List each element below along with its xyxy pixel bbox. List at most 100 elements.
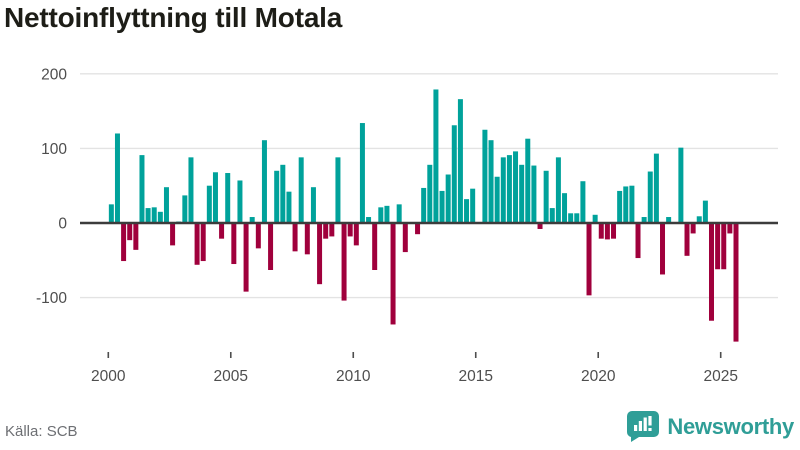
bar-2011-Q4 [396,204,402,223]
bar-2017-Q4 [543,170,549,223]
bar-2017-Q2 [531,165,537,223]
bar-2000-Q1 [108,204,114,223]
bar-2002-Q2 [163,187,169,223]
bar-2000-Q2 [114,133,120,223]
bar-2016-Q4 [519,164,525,223]
bar-2005-Q2 [237,180,243,223]
bar-2003-Q1 [182,195,188,223]
bar-2020-Q2 [604,223,610,240]
bar-2006-Q1 [255,223,261,249]
bar-2006-Q3 [268,223,274,270]
source-label: Källa: SCB [5,423,78,440]
bar-2018-Q2 [555,157,561,223]
bar-2025-Q2 [727,223,733,234]
bar-2015-Q3 [488,140,494,223]
bar-2013-Q1 [427,164,433,223]
bar-2001-Q2 [139,155,145,223]
bar-2021-Q2 [629,185,635,223]
bar-2012-Q3 [415,223,421,235]
bar-2006-Q2 [261,140,267,223]
bar-2011-Q3 [390,223,396,325]
bar-2011-Q1 [378,207,384,223]
x-axis-label-2015: 2015 [458,368,492,385]
bar-2021-Q1 [623,186,629,223]
bar-2017-Q1 [525,138,531,223]
bar-2009-Q3 [341,223,347,301]
bar-2009-Q1 [329,223,335,237]
bar-2024-Q2 [702,200,708,223]
bar-2008-Q2 [310,187,316,223]
bar-2018-Q1 [549,208,555,223]
bar-2004-Q1 [206,185,212,223]
bar-2015-Q2 [482,129,488,223]
bar-2021-Q3 [635,223,641,259]
bar-2000-Q4 [127,223,133,241]
bar-2012-Q4 [421,187,427,223]
bar-2015-Q4 [494,176,500,223]
bar-2010-Q1 [353,223,359,246]
bar-2020-Q1 [598,223,604,239]
bar-2000-Q3 [121,223,127,262]
bar-2009-Q4 [347,223,353,237]
bar-2012-Q1 [402,223,408,253]
bar-2008-Q4 [323,223,329,239]
bar-2002-Q1 [157,211,163,223]
bar-2020-Q3 [611,223,617,239]
bar-2019-Q4 [592,214,598,223]
bar-2020-Q4 [617,190,623,223]
bar-2018-Q3 [562,193,568,223]
y-axis-label--100: -100 [36,290,67,307]
bar-2023-Q2 [678,147,684,223]
bar-2007-Q3 [292,223,298,252]
bar-2007-Q1 [280,164,286,223]
bar-2014-Q1 [451,125,457,223]
bar-2014-Q3 [464,199,470,223]
bar-2002-Q3 [170,223,176,246]
bar-2022-Q2 [653,153,659,223]
chart-title: Nettoinflyttning till Motala [4,2,343,33]
x-axis-label-2005: 2005 [214,368,248,385]
bar-2013-Q2 [433,89,439,223]
brand-logo: Newsworthy [627,411,794,442]
bar-2014-Q4 [470,188,476,223]
bar-2008-Q3 [317,223,323,285]
bar-2010-Q3 [366,217,372,223]
bar-2010-Q4 [372,223,378,270]
bar-2007-Q2 [286,191,292,223]
bar-2014-Q2 [457,99,463,223]
bar-2022-Q3 [660,223,666,275]
y-axis-label-200: 200 [41,66,67,83]
bar-2025-Q1 [721,223,727,270]
bar-2001-Q4 [151,207,157,223]
bar-2004-Q2 [212,172,218,223]
x-axis-label-2010: 2010 [336,368,371,385]
y-axis-label-100: 100 [41,141,67,158]
bar-2001-Q3 [145,208,151,223]
bar-2006-Q4 [274,170,280,223]
bar-2023-Q4 [690,223,696,234]
net-migration-bar-chart: 200 100 0 -100 2000 2005 2010 2015 2020 2025 [36,66,778,385]
bar-2005-Q3 [243,223,249,292]
bar-2007-Q4 [298,157,304,223]
brand-name: Newsworthy [667,413,794,439]
bar-2003-Q3 [194,223,200,265]
bar-2004-Q3 [219,223,225,239]
bar-2011-Q2 [384,205,390,223]
bar-2013-Q3 [439,190,445,223]
bar-2018-Q4 [568,213,574,223]
bar-2021-Q4 [641,217,647,223]
bar-2010-Q2 [359,123,365,223]
bar-2019-Q2 [580,181,586,223]
bar-2023-Q3 [684,223,690,256]
bar-2005-Q4 [249,217,255,223]
bar-2024-Q3 [709,223,714,321]
bar-2009-Q2 [335,157,341,223]
bar-2013-Q4 [445,174,451,223]
bar-2022-Q4 [666,217,672,223]
bar-2001-Q1 [133,223,139,250]
x-axis-label-2020: 2020 [581,368,616,385]
bar-2003-Q4 [200,223,206,262]
bar-2016-Q1 [500,157,506,223]
bar-2025-Q3 [733,223,739,342]
